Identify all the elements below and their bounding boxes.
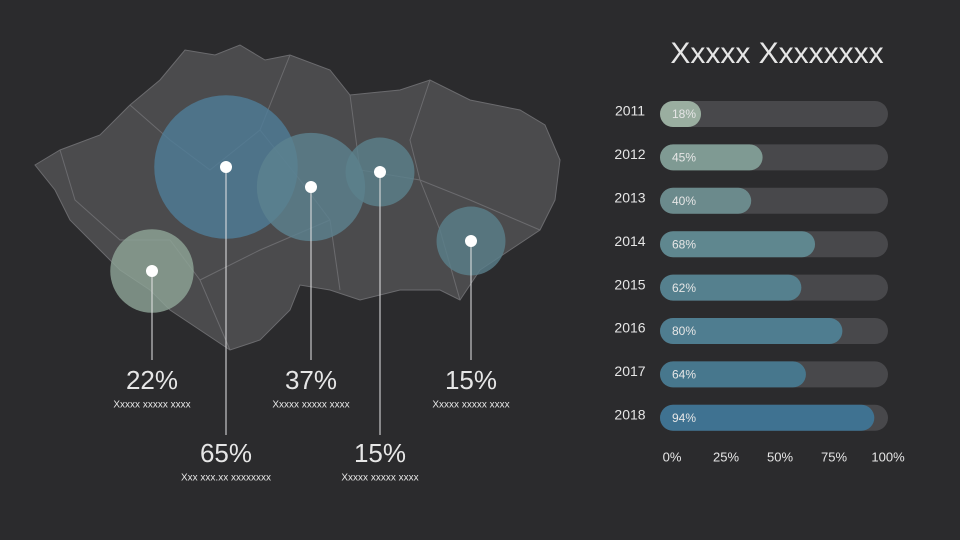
callout-caption: Xxxxx xxxxx xxxx	[432, 400, 509, 411]
callout-caption: Xxxxx xxxxx xxxx	[341, 473, 418, 484]
y-tick-label: 2018	[614, 407, 645, 423]
bubble-dot	[465, 235, 477, 247]
value-label: 18%	[672, 107, 696, 121]
bar	[660, 361, 806, 388]
bubble-dot	[305, 181, 317, 193]
bubble-dot	[220, 161, 232, 173]
value-label: 94%	[672, 411, 696, 425]
y-tick-label: 2012	[614, 146, 645, 162]
y-tick-label: 2013	[614, 190, 645, 206]
callout-value: 22%	[126, 365, 178, 395]
bar-track	[660, 101, 888, 127]
callout-value: 65%	[200, 438, 252, 468]
x-tick-label: 75%	[821, 449, 847, 464]
value-label: 40%	[672, 194, 696, 208]
callout-caption: Xxxxx xxxxx xxxx	[113, 400, 190, 411]
x-tick-label: 25%	[713, 449, 739, 464]
value-label: 45%	[672, 151, 696, 165]
value-label: 64%	[672, 368, 696, 382]
bar	[660, 404, 875, 431]
callout-caption: Xxxxx xxxxx xxxx	[272, 400, 349, 411]
y-tick-label: 2014	[614, 233, 645, 249]
bar	[660, 318, 843, 344]
bar	[660, 144, 763, 171]
x-tick-label: 0%	[663, 449, 682, 464]
callout-value: 15%	[445, 365, 497, 395]
x-tick-label: 100%	[871, 449, 905, 464]
chart-title: Xxxxx Xxxxxxxx	[670, 37, 883, 70]
callout-value: 15%	[354, 438, 406, 468]
bar	[660, 231, 816, 258]
bar	[660, 101, 702, 127]
y-tick-label: 2015	[614, 276, 645, 292]
y-tick-label: 2011	[615, 103, 645, 119]
value-label: 62%	[672, 281, 696, 295]
value-label: 68%	[672, 237, 696, 251]
bar	[660, 187, 752, 214]
bubble-dot	[146, 265, 158, 277]
y-tick-label: 2016	[614, 320, 645, 336]
value-label: 80%	[672, 324, 696, 338]
bar	[660, 274, 802, 301]
x-tick-label: 50%	[767, 449, 793, 464]
callout-caption: Xxx xxx.xx xxxxxxxx	[181, 473, 271, 484]
callout-value: 37%	[285, 365, 337, 395]
y-tick-label: 2017	[614, 363, 645, 379]
bubble-dot	[374, 166, 386, 178]
